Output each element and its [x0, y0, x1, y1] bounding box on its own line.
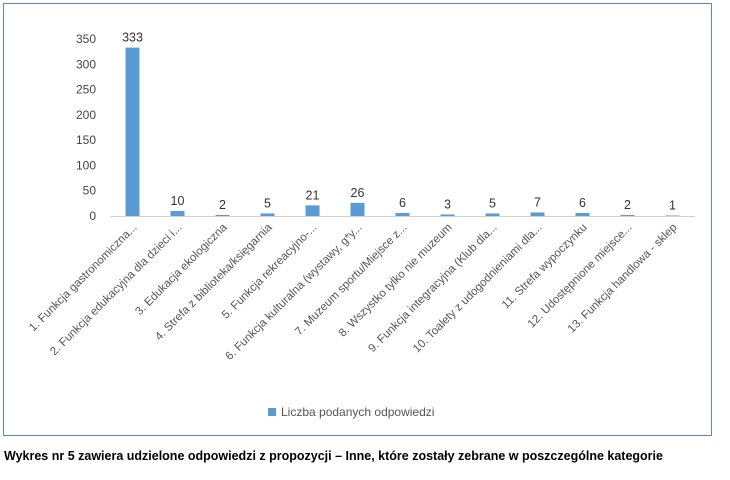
- data-label: 7: [534, 195, 541, 209]
- y-axis: 0 50 100 150 200 250 300 350: [76, 32, 695, 223]
- bar: [395, 212, 410, 216]
- legend: Liczba podanych odpowiedzi: [268, 405, 434, 419]
- bar: [170, 210, 185, 216]
- y-tick-label: 100: [76, 158, 96, 172]
- bar: [260, 213, 275, 216]
- data-label: 2: [624, 198, 631, 212]
- bar: [305, 205, 320, 216]
- figure-caption: Wykres nr 5 zawiera udzielone odpowiedzi…: [4, 449, 663, 463]
- bar: [215, 214, 230, 216]
- bar: [125, 47, 140, 217]
- data-label: 2: [219, 198, 226, 212]
- data-label: 1: [669, 198, 676, 212]
- data-label: 5: [489, 196, 496, 210]
- y-tick-label: 50: [83, 184, 97, 198]
- data-label: 26: [351, 186, 365, 200]
- chart-frame: 0 50 100 150 200 250 300 350 333 10 2 5 21 26 6 3 5 7 6 2 1…: [3, 3, 712, 436]
- bar: [350, 202, 365, 216]
- bar: [530, 212, 545, 216]
- bar: [575, 212, 590, 216]
- y-tick-label: 250: [76, 83, 96, 97]
- y-tick-label: 150: [76, 133, 96, 147]
- data-label: 333: [122, 31, 143, 45]
- x-axis: 1. Funkcja gastronomiczna...2. Funkcja e…: [27, 221, 679, 362]
- data-label: 21: [306, 188, 320, 202]
- data-label: 6: [399, 196, 406, 210]
- y-tick-label: 300: [76, 57, 96, 71]
- bar: [485, 213, 500, 216]
- bar: [620, 214, 635, 216]
- x-tick-label: 11. Strefa wypoczynku: [500, 222, 590, 312]
- y-tick-label: 200: [76, 108, 96, 122]
- data-label: 3: [444, 197, 451, 211]
- data-label: 5: [264, 196, 271, 210]
- data-label: 10: [171, 194, 185, 208]
- legend-swatch: [268, 408, 276, 416]
- bar: [665, 215, 680, 216]
- x-tick-label: 3. Edukacja ekologiczna: [133, 221, 230, 318]
- bar: [440, 214, 455, 216]
- bars: [125, 47, 680, 217]
- data-label: 6: [579, 196, 586, 210]
- legend-label: Liczba podanych odpowiedzi: [281, 405, 434, 419]
- x-tick-label: 5. Funkcja rekreacyjno-...: [220, 222, 320, 322]
- y-tick-label: 350: [76, 32, 96, 46]
- y-tick-label: 0: [89, 209, 96, 223]
